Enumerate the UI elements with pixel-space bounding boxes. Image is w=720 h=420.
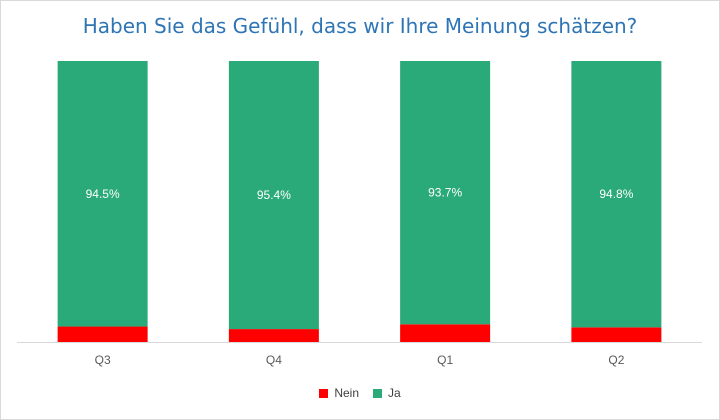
x-tick-label-q4: Q4: [266, 353, 282, 367]
legend-swatch-nein: [319, 388, 329, 398]
bar-nein-q3: [57, 326, 148, 342]
bar-ja-q4: [228, 61, 319, 330]
chart-legend: Nein Ja: [0, 386, 720, 400]
data-label-q4: 95.4%: [257, 188, 291, 202]
bar-ja-q1: [400, 61, 491, 325]
bar-ja-q3: [57, 61, 148, 327]
chart-title: Haben Sie das Gefühl, dass wir Ihre Mein…: [82, 14, 638, 38]
legend-swatch-ja: [373, 388, 382, 398]
data-label-q3: 94.5%: [86, 187, 120, 201]
bar-nein-q1: [400, 324, 491, 342]
data-label-q1: 93.7%: [428, 186, 462, 200]
x-tick-label-q3: Q3: [95, 353, 111, 367]
data-label-q2: 94.8%: [599, 187, 633, 201]
x-tick-label-q1: Q1: [437, 353, 453, 367]
legend-label-ja: Ja: [388, 386, 401, 400]
legend-label-nein: Nein: [334, 386, 359, 400]
x-tick-label-q2: Q2: [608, 353, 624, 367]
bar-nein-q4: [228, 329, 319, 342]
bar-ja-q2: [571, 61, 662, 328]
legend-item-nein: Nein: [319, 386, 359, 400]
legend-item-ja: Ja: [373, 386, 401, 400]
bar-nein-q2: [571, 327, 662, 342]
